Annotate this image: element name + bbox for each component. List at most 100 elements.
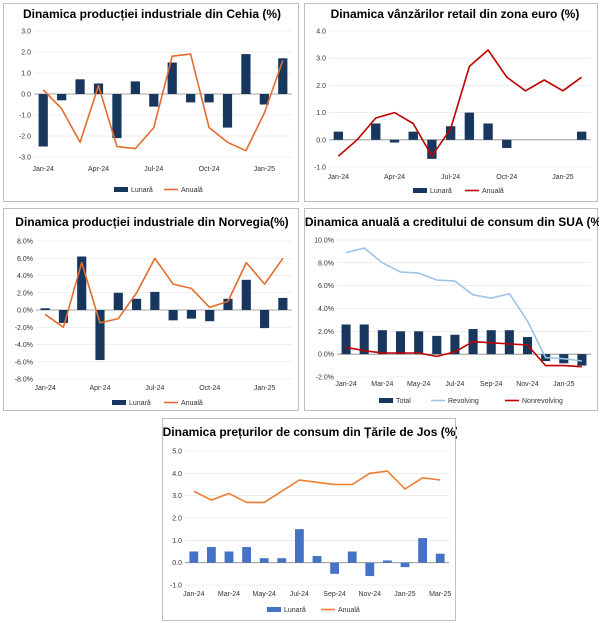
line-nonrevolving bbox=[345, 340, 582, 368]
bar-lunară bbox=[95, 310, 105, 361]
legend-label: Anuală bbox=[181, 187, 203, 194]
y-tick-label: 0.0 bbox=[316, 137, 326, 144]
x-tick-label: Jan-24 bbox=[335, 381, 357, 388]
bar-lunară bbox=[222, 94, 233, 128]
x-tick-label: Jan-25 bbox=[552, 174, 574, 181]
y-tick-label: 10.0% bbox=[314, 238, 334, 245]
legend-label: Lunară bbox=[284, 607, 306, 614]
y-tick-label: -4.0% bbox=[15, 342, 33, 349]
x-tick-label: Jan-25 bbox=[254, 166, 276, 173]
x-tick-label: Jul-24 bbox=[290, 591, 309, 598]
y-tick-label: 2.0 bbox=[21, 50, 31, 57]
x-tick-label: Apr-24 bbox=[88, 166, 109, 173]
x-tick-label: Oct-24 bbox=[199, 166, 220, 173]
legend-label: Anuală bbox=[181, 400, 203, 407]
bar-lunară bbox=[207, 547, 216, 563]
x-tick-label: Jan-24 bbox=[34, 385, 56, 392]
y-tick-label: 4.0% bbox=[17, 273, 33, 280]
x-tick-label: Apr-24 bbox=[384, 174, 405, 181]
x-tick-label: Oct-24 bbox=[496, 174, 517, 181]
y-tick-label: 2.0 bbox=[316, 83, 326, 90]
y-tick-label: 3.0 bbox=[172, 493, 182, 500]
chart-panel-cehia: Dinamica producției industriale din Cehi… bbox=[3, 3, 299, 202]
bar-lunară bbox=[93, 83, 104, 94]
bar-total bbox=[432, 335, 442, 355]
bar-lunară bbox=[347, 551, 357, 563]
bar-lunară bbox=[259, 94, 269, 105]
bar-lunară bbox=[389, 139, 400, 143]
x-tick-label: Jan-24 bbox=[183, 591, 205, 598]
bar-lunară bbox=[241, 279, 251, 310]
bar-lunară bbox=[75, 79, 85, 94]
legend-label: Revolving bbox=[448, 398, 479, 405]
bar-lunară bbox=[333, 131, 344, 140]
y-tick-label: 0.0% bbox=[17, 308, 33, 315]
bar-total bbox=[450, 334, 460, 355]
x-tick-label: Oct-24 bbox=[199, 385, 220, 392]
bar-lunară bbox=[278, 58, 288, 94]
x-tick-label: Jul-24 bbox=[145, 385, 164, 392]
legend-label: Lunară bbox=[430, 188, 452, 195]
bar-lunară bbox=[312, 555, 322, 563]
y-tick-label: 0.0% bbox=[318, 352, 334, 359]
x-tick-label: Sep-24 bbox=[323, 591, 346, 598]
bar-lunară bbox=[427, 139, 437, 159]
y-tick-label: 5.0 bbox=[172, 449, 182, 456]
x-tick-label: Jan-24 bbox=[33, 166, 55, 173]
y-tick-label: -1.0 bbox=[314, 165, 326, 172]
bar-lunară bbox=[365, 562, 375, 577]
bar-lunară bbox=[204, 94, 214, 103]
bar-total bbox=[577, 354, 587, 366]
bar-lunară bbox=[330, 562, 339, 574]
x-tick-label: Jul-24 bbox=[445, 381, 464, 388]
bar-lunară bbox=[58, 310, 68, 323]
bar-total bbox=[359, 324, 369, 355]
line-anuală bbox=[44, 257, 284, 329]
x-tick-label: Nov-24 bbox=[516, 381, 539, 388]
bar-total bbox=[414, 331, 424, 355]
x-tick-label: Nov-24 bbox=[359, 591, 382, 598]
bar-lunară bbox=[38, 94, 48, 147]
bar-lunară bbox=[149, 94, 159, 107]
bar-lunară bbox=[242, 547, 251, 563]
y-tick-label: -1.0 bbox=[19, 113, 31, 120]
x-tick-label: Jan-25 bbox=[254, 385, 276, 392]
legend-swatch-bar bbox=[267, 607, 281, 612]
x-tick-label: Mar-24 bbox=[371, 381, 393, 388]
x-tick-label: Mar-24 bbox=[218, 591, 240, 598]
chart-panel-tarile-de-jos: Dinamica prețurilor de consum din Țările… bbox=[162, 418, 457, 621]
bar-lunară bbox=[483, 123, 493, 140]
legend-swatch-bar bbox=[413, 188, 427, 193]
y-tick-label: 4.0% bbox=[318, 306, 334, 313]
y-tick-label: 0.0 bbox=[172, 560, 182, 567]
chart-svg-cehia: Dinamica producției industriale din Cehi… bbox=[19, 7, 292, 194]
line-anuală bbox=[193, 470, 441, 504]
bar-lunară bbox=[186, 94, 196, 103]
bar-lunară bbox=[150, 291, 160, 310]
chart-svg-norvegia: Dinamica producției industriale din Norv… bbox=[15, 215, 292, 407]
chart-panel-sua: Dinamica anuală a creditului de consum d… bbox=[304, 208, 599, 411]
y-tick-label: -3.0 bbox=[19, 155, 31, 162]
bar-lunară bbox=[205, 310, 215, 322]
bar-lunară bbox=[186, 310, 196, 319]
bar-lunară bbox=[278, 297, 288, 310]
x-tick-label: Jul-24 bbox=[441, 174, 460, 181]
y-tick-label: 1.0 bbox=[21, 71, 31, 78]
bar-lunară bbox=[259, 558, 269, 563]
bar-total bbox=[395, 331, 406, 355]
bar-lunară bbox=[40, 308, 50, 310]
chart-svg-tarile-de-jos: Dinamica prețurilor de consum din Țările… bbox=[163, 425, 457, 614]
y-tick-label: -6.0% bbox=[15, 359, 33, 366]
y-tick-label: 2.0 bbox=[172, 516, 182, 523]
chart-panel-zona-euro: Dinamica vânzărilor retail din zona euro… bbox=[304, 3, 598, 202]
bar-lunară bbox=[241, 54, 251, 94]
y-tick-label: 8.0% bbox=[318, 260, 334, 267]
bar-lunară bbox=[418, 538, 427, 563]
bar-lunară bbox=[112, 94, 122, 139]
bar-lunară bbox=[223, 298, 233, 310]
bar-lunară bbox=[371, 123, 381, 140]
x-tick-label: May-24 bbox=[407, 381, 430, 388]
legend-swatch-bar bbox=[114, 187, 128, 192]
bar-lunară bbox=[260, 310, 270, 329]
bar-lunară bbox=[224, 551, 234, 563]
